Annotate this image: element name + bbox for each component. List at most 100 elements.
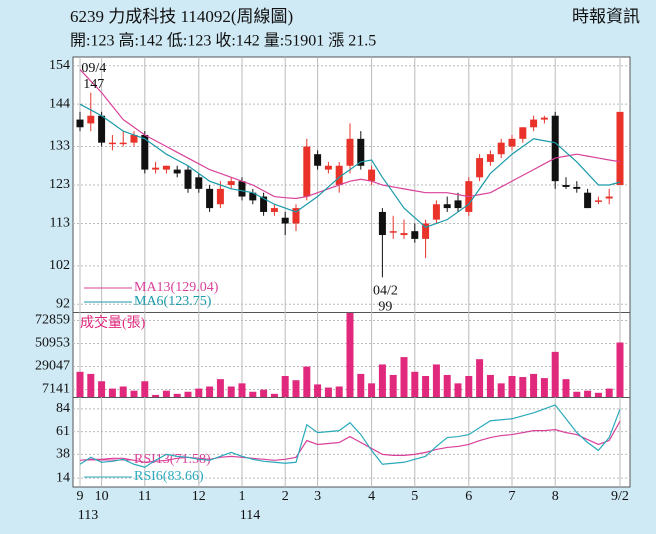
y-tick-label: 50953 <box>35 336 70 351</box>
candle-body <box>562 185 570 187</box>
volume-bar <box>551 351 559 397</box>
volume-bar <box>173 393 181 397</box>
y-tick-label: 144 <box>49 96 70 111</box>
candle-body <box>411 231 419 239</box>
y-tick-label: 92 <box>56 297 70 312</box>
volume-bar <box>465 376 473 397</box>
y-tick-label: 61 <box>56 424 70 439</box>
candle-body <box>303 146 311 197</box>
candle-body <box>216 188 224 205</box>
candle-body <box>130 134 138 143</box>
volume-bar <box>422 376 430 397</box>
candle-body <box>497 142 505 155</box>
candle-body <box>335 165 343 185</box>
volume-bar <box>152 394 160 397</box>
volume-bar <box>292 380 300 397</box>
volume-bar <box>87 373 95 397</box>
annotation-value: 147 <box>83 77 104 92</box>
legend-label: MA13(129.04) <box>134 280 219 295</box>
source: 時報資訊 <box>572 7 640 26</box>
volume-bar <box>605 388 613 397</box>
candle-body <box>476 158 484 178</box>
candle-body <box>324 165 332 170</box>
legend-label: RSI6(83.66) <box>134 469 204 484</box>
y-tick-label: 113 <box>50 216 70 231</box>
y-tick-label: 7141 <box>42 382 70 397</box>
annotation-date: 09/4 <box>81 61 106 76</box>
volume-bar <box>378 364 386 397</box>
candle-body <box>443 204 451 209</box>
y-tick-label: 133 <box>49 139 70 154</box>
volume-bar <box>519 377 527 397</box>
legend-label: MA6(123.75) <box>134 294 212 309</box>
candle-body <box>346 138 354 166</box>
series-line <box>79 420 621 463</box>
volume-bar <box>76 371 84 397</box>
y-tick-label: 123 <box>49 177 70 192</box>
volume-bar <box>389 374 397 397</box>
volume-bar <box>314 384 322 397</box>
volume-bar <box>195 388 203 397</box>
candle-body <box>162 165 170 170</box>
candle-body <box>152 167 160 170</box>
candle-body <box>184 169 192 189</box>
candle-body <box>206 188 214 209</box>
volume-bar <box>346 313 354 397</box>
candle-body <box>281 217 289 224</box>
volume-bar <box>400 357 408 397</box>
volume-bar <box>249 391 257 397</box>
volume-bar <box>616 342 624 397</box>
x-tick-label: 12 <box>192 489 206 504</box>
candle-body <box>605 196 613 199</box>
volume-bar <box>130 390 138 397</box>
volume-bar <box>216 379 224 397</box>
series-line <box>79 404 621 468</box>
candle-body <box>292 208 300 224</box>
x-tick-label: 7 <box>509 489 516 504</box>
legend-label: RSI13(71.58) <box>134 452 211 467</box>
candle-body <box>530 119 538 128</box>
y-tick-label: 38 <box>56 447 70 462</box>
x-tick-label: 10 <box>95 489 109 504</box>
volume-bar <box>584 390 592 397</box>
x-tick-label: 3 <box>314 489 321 504</box>
volume-bar <box>184 391 192 397</box>
volume-bar <box>357 373 365 397</box>
candle-body <box>573 186 581 189</box>
volume-bar <box>368 383 376 397</box>
x-tick-label: 5 <box>411 489 418 504</box>
volume-bar <box>411 371 419 397</box>
volume-bar <box>530 373 538 397</box>
candle-body <box>508 138 516 147</box>
volume-bar <box>540 378 548 397</box>
x-tick-label: 6 <box>465 489 472 504</box>
candle-body <box>195 177 203 189</box>
volume-bar <box>508 376 516 397</box>
candle-body <box>238 181 246 197</box>
x-tick-label: 9 <box>77 489 84 504</box>
candle-body <box>227 181 235 185</box>
volume-bar <box>119 386 127 397</box>
annotation-date: 04/2 <box>373 284 398 299</box>
candle-body <box>584 192 592 209</box>
candle-body <box>260 196 268 212</box>
y-tick-label: 14 <box>56 470 70 485</box>
chart-title: 6239 力成科技 114092(周線圖) <box>70 7 293 26</box>
candle-body <box>314 154 322 166</box>
volume-bar <box>497 383 505 397</box>
x-tick-label: 2 <box>282 489 289 504</box>
x-tick-label: 9/2 <box>611 489 629 504</box>
volume-bar <box>443 374 451 397</box>
candle-body <box>76 119 84 128</box>
candle-body <box>108 142 116 145</box>
candle-body <box>551 115 559 182</box>
series-line <box>79 103 621 229</box>
y-tick-label: 154 <box>49 58 70 73</box>
candle-body <box>87 115 95 124</box>
volume-bar <box>573 391 581 397</box>
volume-bar <box>162 390 170 397</box>
x-tick-label: 11 <box>138 489 151 504</box>
stats: 開:123 高:142 低:123 收:142 量:51901 漲 21.5 <box>70 32 376 50</box>
candle-body <box>486 154 494 162</box>
